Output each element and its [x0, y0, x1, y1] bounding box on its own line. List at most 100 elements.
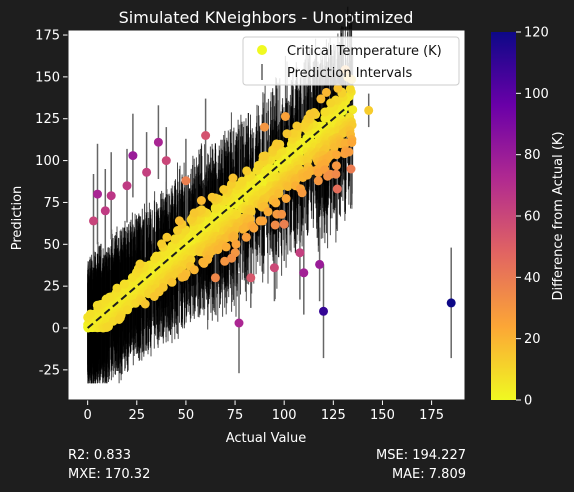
- x-tick-label: 50: [178, 408, 195, 423]
- data-point: [281, 194, 291, 203]
- y-axis-label: Prediction: [10, 186, 25, 251]
- data-point: [321, 87, 331, 97]
- legend-label-critical-temperature: Critical Temperature (K): [287, 44, 442, 59]
- data-point: [161, 156, 171, 166]
- data-point: [153, 137, 163, 147]
- data-point: [189, 208, 199, 218]
- data-point: [299, 268, 309, 278]
- data-point: [93, 189, 102, 199]
- colorbar-ticks: 0 20 40 60 80 100 120: [516, 26, 549, 409]
- metric-r2: R2: 0.833: [68, 448, 132, 463]
- data-point: [237, 176, 247, 186]
- x-axis-label: Actual Value: [226, 431, 307, 446]
- data-point: [207, 192, 217, 202]
- data-point: [123, 305, 132, 315]
- data-point: [246, 207, 256, 217]
- colorbar-tick-label: 0: [524, 394, 532, 409]
- y-tick-label: 50: [43, 238, 60, 253]
- x-tick-label: 75: [227, 408, 244, 423]
- data-point: [220, 256, 230, 266]
- legend-box: [242, 36, 460, 86]
- data-point: [234, 318, 244, 328]
- data-point: [320, 107, 330, 117]
- data-point: [106, 191, 116, 201]
- data-point: [135, 259, 145, 269]
- data-point: [210, 273, 220, 283]
- data-point: [272, 139, 281, 149]
- y-axis: -25 0 25 50 75 100 125 150 175: [35, 29, 68, 378]
- y-tick-label: 150: [35, 70, 60, 85]
- colorbar-tick-label: 100: [524, 87, 549, 102]
- data-point: [85, 309, 95, 319]
- legend: Critical Temperature (K) Prediction Inte…: [242, 36, 460, 86]
- data-point: [213, 245, 223, 255]
- data-point: [119, 279, 129, 289]
- x-tick-label: 150: [370, 408, 395, 423]
- data-point: [89, 216, 98, 226]
- data-point: [313, 176, 323, 186]
- data-point: [364, 105, 374, 115]
- data-point: [297, 188, 307, 198]
- data-point: [319, 306, 328, 316]
- x-axis: 0 25 50 75 100 125 150 175: [84, 400, 444, 423]
- data-point: [170, 234, 180, 244]
- y-tick-label: 175: [35, 29, 60, 44]
- data-point: [258, 151, 268, 161]
- data-point: [333, 83, 343, 93]
- data-point: [347, 138, 357, 147]
- data-point: [100, 206, 110, 216]
- data-point: [140, 299, 150, 309]
- colorbar-tick-label: 120: [524, 26, 549, 41]
- data-point: [101, 294, 111, 304]
- data-point: [277, 209, 287, 219]
- chart-title: Simulated KNeighbors - Unoptimized: [119, 8, 414, 27]
- data-point: [196, 196, 206, 205]
- colorbar-label: Difference from Actual (K): [551, 131, 566, 300]
- data-point: [344, 147, 354, 157]
- data-point: [326, 98, 336, 108]
- data-point: [280, 112, 290, 121]
- data-point: [316, 94, 326, 104]
- data-point: [174, 216, 184, 226]
- data-point: [219, 185, 229, 194]
- x-tick-label: 25: [129, 408, 146, 423]
- data-point: [263, 207, 273, 217]
- data-point: [151, 251, 161, 261]
- y-tick-label: 0: [52, 322, 60, 337]
- data-point: [315, 259, 325, 269]
- data-point: [258, 216, 268, 226]
- data-point: [189, 265, 199, 275]
- data-point: [345, 84, 355, 94]
- data-point: [167, 277, 177, 287]
- data-point: [302, 170, 312, 180]
- data-point: [271, 198, 281, 208]
- data-point: [282, 129, 292, 139]
- metric-mxe: MXE: 170.32: [68, 467, 151, 482]
- scatter-points: [83, 65, 456, 333]
- data-point: [270, 220, 280, 230]
- data-point: [269, 263, 279, 273]
- x-tick-label: 175: [419, 408, 444, 423]
- data-point: [122, 181, 132, 191]
- data-point: [331, 169, 341, 179]
- data-point: [227, 253, 237, 263]
- colorbar-tick-label: 40: [524, 271, 541, 286]
- data-point: [295, 248, 305, 258]
- data-point: [242, 166, 252, 176]
- data-point: [279, 219, 289, 229]
- data-point: [331, 161, 341, 171]
- data-point: [180, 272, 190, 281]
- data-point: [221, 242, 231, 252]
- data-point: [249, 223, 259, 233]
- data-point: [157, 239, 167, 249]
- data-point: [332, 184, 342, 194]
- x-tick-label: 125: [321, 408, 346, 423]
- colorbar-tick-label: 60: [524, 210, 541, 225]
- data-point: [283, 182, 293, 191]
- data-point: [228, 173, 238, 183]
- data-point: [104, 322, 113, 331]
- metric-mse: MSE: 194.227: [376, 448, 466, 463]
- data-point: [246, 273, 256, 283]
- data-point: [114, 315, 124, 324]
